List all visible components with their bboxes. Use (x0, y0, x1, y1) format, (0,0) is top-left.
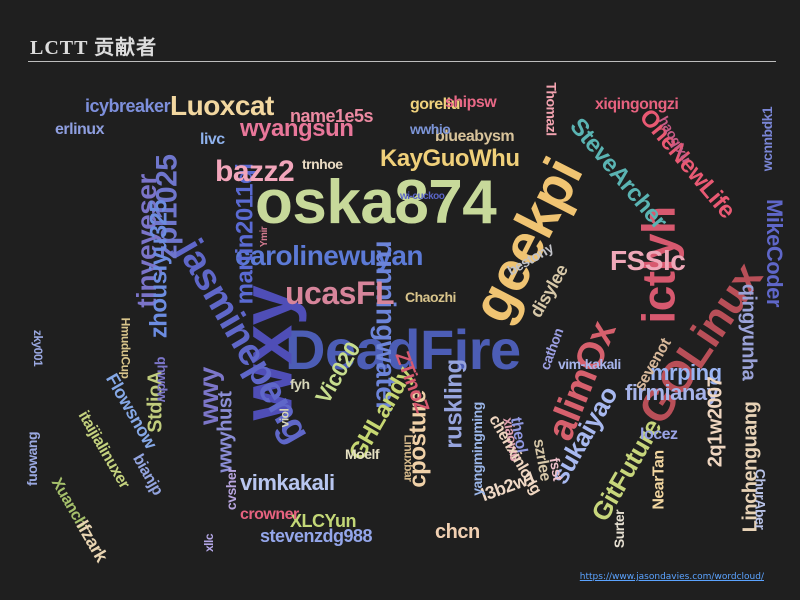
cloud-word: bianjp (129, 451, 166, 499)
cloud-word: Moelf (345, 446, 380, 462)
cloud-word: NearTan (650, 450, 668, 510)
cloud-word: trnhoe (302, 156, 343, 172)
cloud-word: ruskling (440, 359, 468, 449)
cloud-word: Thomazl (543, 82, 560, 136)
cloud-word: xllc (202, 533, 217, 553)
title-divider (28, 61, 776, 62)
cloud-word: wcnnbdk1 (759, 106, 776, 172)
source-link[interactable]: https://www.jasondavies.com/wordcloud/ (579, 572, 764, 582)
word-cloud: oska874 DeadFire geekpi wxy jasminepeng ictly… (0, 62, 800, 572)
cloud-word: chcn (435, 521, 480, 543)
cloud-word: fyh (290, 376, 310, 392)
cloud-word: blueabysm (435, 128, 515, 145)
cloud-word: wwyhust (214, 391, 237, 473)
cloud-word: locez (640, 426, 678, 443)
cloud-word: viol (277, 408, 292, 428)
cloud-word: Ymir (259, 226, 271, 248)
cloud-word: goreliu (410, 96, 460, 113)
cloud-word: zhousiyu325 (145, 199, 173, 339)
cloud-word: lfzark (72, 516, 112, 566)
cloud-word: l3b2w1 (478, 466, 539, 506)
cloud-word: HmuduCup (118, 317, 133, 379)
cloud-word: xiqingongzi (595, 96, 679, 113)
cloud-word: zky001 (31, 329, 46, 367)
cloud-word: carolinewuyan (235, 240, 424, 271)
cloud-word: DeadFire (285, 318, 521, 381)
cloud-word: 2q1w2007 (704, 376, 727, 468)
cloud-word: KayGuoWhu (380, 145, 520, 172)
cloud-word: stevenzdg988 (260, 526, 373, 546)
cloud-word: name1e5s (290, 106, 374, 126)
cloud-word: icybreaker (85, 96, 171, 116)
cloud-word: wyangsun (240, 115, 354, 142)
cloud-word: livc (200, 131, 225, 148)
cloud-word: ChurAber (752, 468, 769, 530)
cloud-word: fuowang (24, 431, 41, 487)
cloud-word: erlinux (55, 121, 104, 138)
cloud-word: MikeCoder (761, 199, 787, 307)
cloud-word: wwhio (410, 121, 451, 137)
cloud-word: XLCYun (290, 511, 357, 531)
slide-header: LCTT 贡献者 (0, 0, 800, 62)
cloud-word: qhwdw (154, 356, 171, 402)
cloud-word: cvsher (223, 467, 240, 511)
cloud-word: Luoxcat (170, 90, 274, 121)
cloud-word: qingyunha (737, 283, 760, 381)
cloud-word: Chaozhi (405, 289, 456, 305)
cloud-word: Linuxbar (401, 434, 416, 482)
cloud-word: itaijialinuxer (74, 408, 133, 492)
cloud-word: vimkakali (240, 470, 335, 495)
cloud-word: yangmingming (468, 402, 485, 496)
cloud-word: ucasFL (285, 275, 395, 311)
cloud-word: wi-cuckoo (400, 191, 445, 202)
cloud-word: mrping (650, 360, 722, 385)
cloud-word: crowner (240, 506, 299, 523)
cloud-word: shipsw (445, 94, 497, 111)
cloud-word: Surter (611, 509, 628, 549)
cloud-word: FSSlc (610, 245, 686, 276)
slide-title: LCTT 贡献者 (30, 37, 158, 59)
cloud-word: bazz2 (215, 155, 295, 188)
cloud-word: vim-kakali (558, 356, 621, 372)
cloud-word: firmianay (625, 380, 719, 405)
cloud-word: oska874 (255, 168, 497, 237)
